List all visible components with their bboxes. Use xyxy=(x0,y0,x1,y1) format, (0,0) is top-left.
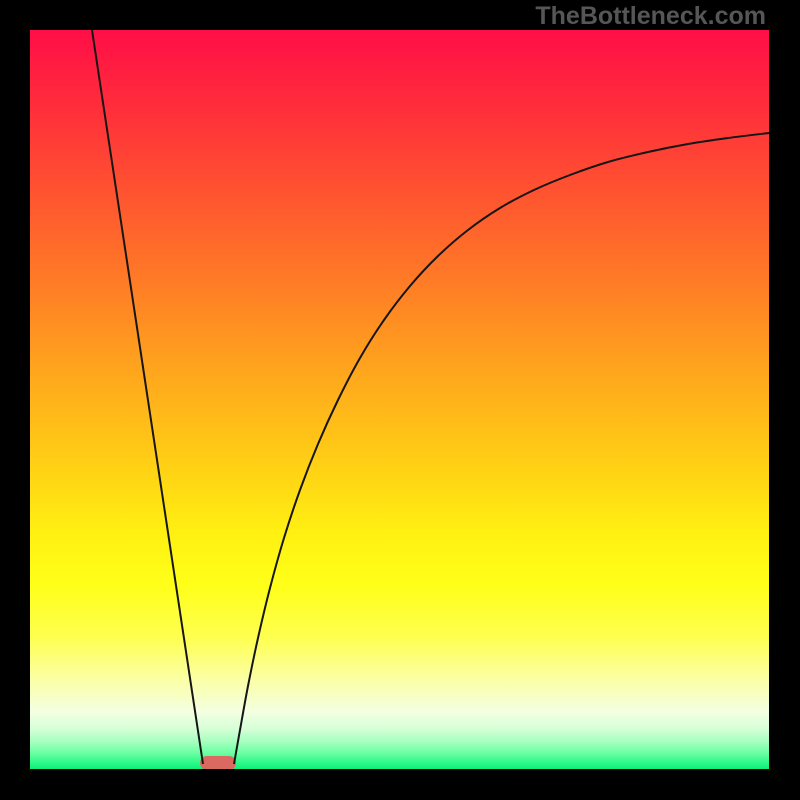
border-bottom xyxy=(0,769,800,800)
bottleneck-curve xyxy=(30,30,769,769)
plot-area xyxy=(30,30,769,769)
watermark-text: TheBottleneck.com xyxy=(535,2,766,31)
border-left xyxy=(0,0,30,800)
border-right xyxy=(769,0,800,800)
chart-root: TheBottleneck.com xyxy=(0,0,800,800)
